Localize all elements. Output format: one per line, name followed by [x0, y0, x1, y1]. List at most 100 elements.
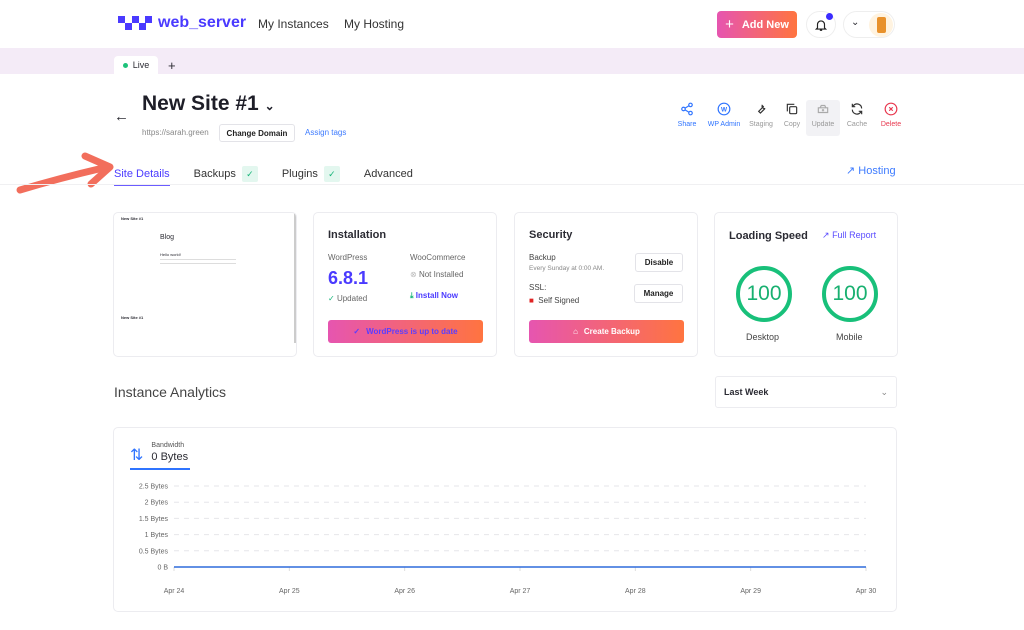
x-circle-icon: ⊗ [410, 270, 417, 279]
delete-icon [884, 102, 898, 116]
metric-value: 0 Bytes [151, 451, 189, 463]
check-circle-icon: ✓ [353, 327, 361, 336]
live-label: Live [132, 60, 150, 70]
update-label: Update [811, 121, 835, 128]
tab-plugins[interactable]: Plugins ✓ [282, 163, 340, 185]
tab-label: Plugins [281, 168, 318, 180]
external-link-icon: ↗ [822, 230, 830, 240]
site-title-text: New Site #1 [142, 92, 259, 115]
preview-site-name: New Site #1 [121, 216, 144, 221]
date-range-select[interactable]: Last Week ⌄ [715, 376, 897, 408]
mobile-label: Mobile [836, 332, 863, 342]
y-tick-label: 0.5 Bytes [139, 548, 169, 555]
add-new-label: Add New [741, 18, 789, 31]
site-preview-card[interactable]: New Site #1 Blog Hello world! New Site #… [113, 212, 297, 357]
brand-logo[interactable]: web_server [118, 14, 246, 32]
wordpress-up-to-date-button[interactable]: ✓ WordPress is up to date [328, 320, 483, 343]
share-button[interactable]: Share [670, 100, 704, 136]
share-icon [681, 102, 693, 116]
wp-admin-button[interactable]: W WP Admin [704, 100, 744, 136]
wordpress-icon: W [717, 102, 731, 116]
bell-icon [814, 19, 828, 31]
x-tick-label: Apr 28 [625, 588, 646, 595]
annotation-arrow-icon [16, 152, 114, 194]
chevron-down-icon: ⌄ [851, 17, 860, 28]
loading-speed-title: Loading Speed [729, 230, 808, 242]
site-url[interactable]: https://sarah.green [142, 128, 209, 137]
tab-live-environment[interactable]: Live [114, 56, 158, 74]
site-title[interactable]: New Site #1 ⌄ [142, 92, 275, 116]
external-link-icon: ↗ [846, 165, 856, 177]
cache-label: Cache [846, 121, 868, 128]
x-tick-label: Apr 29 [740, 588, 761, 595]
nav-my-hosting[interactable]: My Hosting [344, 17, 405, 31]
tab-backups[interactable]: Backups ✓ [194, 163, 258, 185]
tab-advanced[interactable]: Advanced [364, 163, 413, 185]
transfer-arrows-icon: ⇅ [130, 447, 144, 464]
wp-status-text: Updated [336, 294, 368, 303]
environment-bar [0, 48, 1024, 74]
woocommerce-label: WooCommerce [410, 253, 466, 262]
change-domain-button[interactable]: Change Domain [219, 124, 295, 142]
tabs-divider [0, 184, 1024, 185]
installation-title: Installation [328, 229, 387, 241]
y-tick-label: 1 Bytes [145, 532, 169, 539]
user-menu[interactable]: ⌄ [843, 11, 895, 38]
back-arrow-icon[interactable]: ← [114, 108, 129, 125]
preview-text-lines [160, 259, 236, 264]
live-status-dot [122, 62, 128, 68]
delete-button[interactable]: Delete [874, 100, 908, 136]
wordpress-status: ✓ Updated [328, 294, 367, 303]
check-icon: ✓ [241, 166, 258, 182]
hosting-link[interactable]: ↗ Hosting [846, 164, 896, 177]
desktop-label: Desktop [746, 332, 780, 342]
y-tick-label: 2 Bytes [145, 500, 169, 507]
wordpress-label: WordPress [328, 253, 368, 262]
lock-icon: ■ [529, 296, 534, 305]
add-environment-button[interactable]: + [168, 58, 176, 73]
create-backup-button[interactable]: ⌂ Create Backup [529, 320, 684, 343]
copy-icon [786, 103, 798, 115]
nav-my-instances[interactable]: My Instances [258, 17, 329, 31]
check-icon: ✓ [323, 166, 340, 182]
notifications-button[interactable] [806, 11, 836, 38]
manage-ssl-button[interactable]: Manage [634, 284, 683, 303]
create-backup-label: Create Backup [583, 327, 640, 336]
copy-button[interactable]: Copy [778, 100, 806, 136]
assign-tags-link[interactable]: Assign tags [305, 128, 347, 137]
backup-icon: ⌂ [573, 327, 578, 336]
wp-admin-label: WP Admin [707, 121, 741, 128]
install-now-link[interactable]: ⤓ Install Now [410, 291, 458, 301]
x-tick-label: Apr 27 [510, 588, 531, 595]
check-circle-icon: ✓ [328, 294, 335, 303]
desktop-score-ring: 100 [736, 266, 792, 322]
tab-label: Backups [193, 168, 236, 180]
installation-card: Installation WordPress 6.8.1 ✓ Updated W… [313, 212, 497, 357]
bandwidth-metric-tab[interactable]: ⇅ Bandwidth 0 Bytes [130, 442, 191, 470]
backup-label: Backup [529, 253, 556, 262]
plus-icon: + [725, 16, 734, 33]
full-report-label: Full Report [832, 230, 877, 240]
ssl-label: SSL: [529, 283, 547, 292]
x-tick-label: Apr 30 [856, 588, 877, 595]
analytics-chart-card: ⇅ Bandwidth 0 Bytes [113, 427, 897, 612]
add-new-button[interactable]: + Add New [717, 11, 797, 38]
update-button[interactable]: Update [806, 100, 840, 136]
metric-label: Bandwidth [151, 442, 185, 449]
tab-site-details[interactable]: Site Details [114, 163, 170, 186]
preview-scrollbar [294, 213, 296, 343]
delete-label: Delete [880, 121, 902, 128]
ssl-status-text: Self Signed [538, 296, 580, 305]
brand-name: web_server [158, 14, 247, 31]
disable-backup-button[interactable]: Disable [635, 253, 683, 272]
woo-status-text: Not Installed [418, 270, 464, 279]
wp-up-to-date-label: WordPress is up to date [366, 327, 458, 336]
chevron-down-icon: ⌄ [880, 386, 888, 397]
y-tick-label: 2.5 Bytes [139, 484, 169, 491]
full-report-link[interactable]: ↗ Full Report [822, 230, 876, 241]
avatar [869, 13, 893, 37]
woocommerce-status: ⊗ Not Installed [410, 270, 463, 279]
notification-dot [826, 13, 833, 20]
cache-button[interactable]: Cache [840, 100, 874, 136]
staging-button[interactable]: Staging [744, 100, 778, 136]
